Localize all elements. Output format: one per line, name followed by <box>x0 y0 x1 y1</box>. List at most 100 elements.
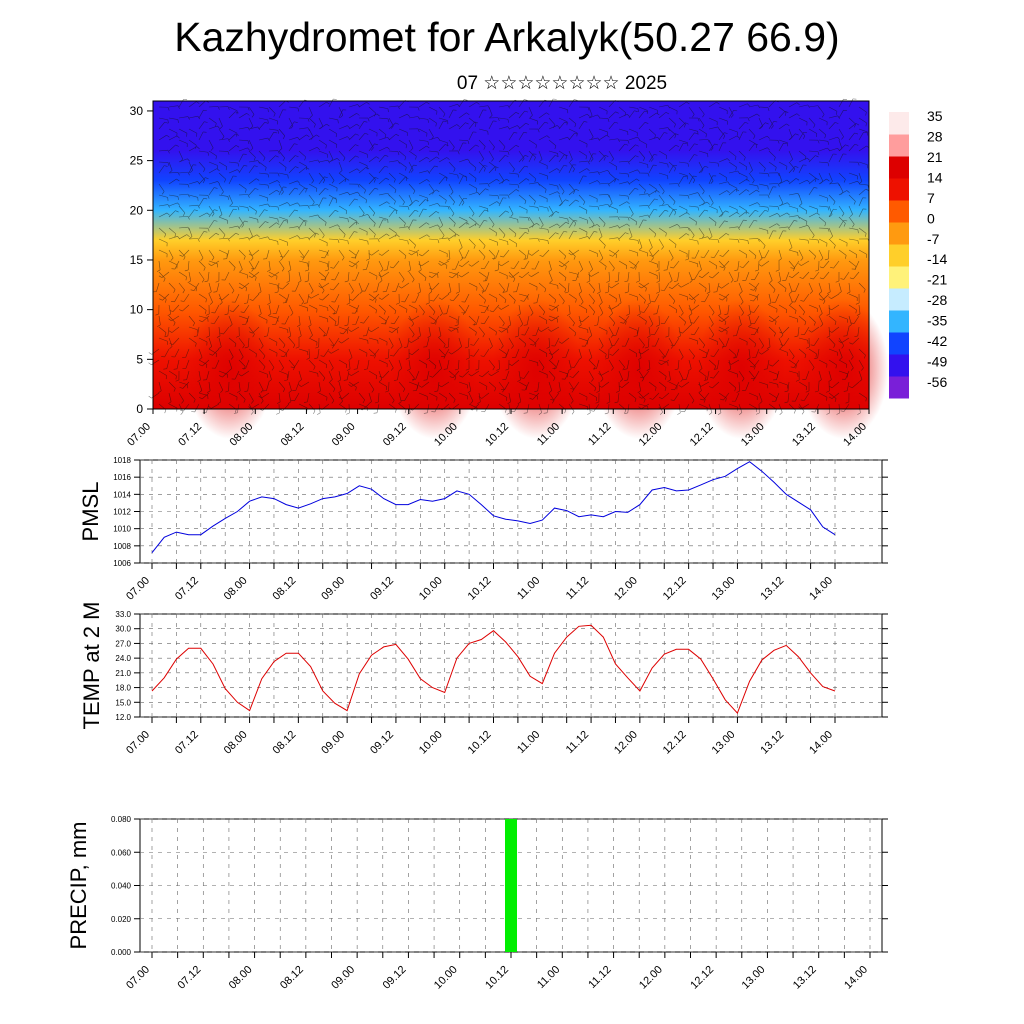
heatmap-y-tick-label: 30 <box>130 104 144 118</box>
colorbar-label: 21 <box>927 149 943 165</box>
pmsl-panel-x-tick-label: 09.12 <box>368 575 396 603</box>
temp-panel-x-tick-label: 13.12 <box>758 729 786 757</box>
colorbar-band <box>889 310 909 333</box>
temp-panel-y-tick-label: 18.0 <box>115 684 131 693</box>
precip-panel-x-tick-label: 14.00 <box>842 964 870 992</box>
precip-panel-x-tick-label: 07.00 <box>124 964 152 992</box>
colorbar-band <box>889 354 909 377</box>
heatmap-y-tick-label: 20 <box>130 203 144 217</box>
colorbar-band <box>889 178 909 201</box>
heatmap-x-tick-label: 09.00 <box>330 421 358 449</box>
colorbar-band <box>889 266 909 289</box>
colorbar-band <box>889 332 909 355</box>
precip-panel-y-tick-label: 0.020 <box>111 915 132 924</box>
temp-panel-x-tick-label: 11.00 <box>515 729 542 756</box>
precip-panel-x-tick-label: 11.12 <box>586 964 613 991</box>
precip-panel-x-tick-label: 11.00 <box>535 964 562 991</box>
colorbar-band <box>889 244 909 267</box>
heatmap-x-tick-label: 09.12 <box>381 421 409 449</box>
colorbar-band <box>889 222 909 245</box>
colorbar-label: -56 <box>927 374 947 390</box>
temp-panel-x-tick-label: 07.00 <box>124 729 152 757</box>
wind-barbs <box>148 98 870 416</box>
heatmap-x-tick-label: 10.12 <box>483 421 511 449</box>
pmsl-panel-y-tick-label: 1016 <box>113 473 131 482</box>
heatmap-x-tick-label: 11.12 <box>586 421 613 448</box>
pmsl-panel-y-tick-label: 1014 <box>113 490 131 499</box>
pmsl-panel-y-tick-label: 1010 <box>113 525 131 534</box>
precip-bar <box>505 819 517 952</box>
colorbar-label: -49 <box>927 354 947 370</box>
pmsl-panel-x-tick-label: 12.00 <box>612 575 640 603</box>
precip-panel-y-tick-label: 0.060 <box>111 848 132 857</box>
colorbar-label: 14 <box>927 169 943 185</box>
temp-panel-y-tick-label: 24.0 <box>115 654 131 663</box>
temp-panel-x-tick-label: 07.12 <box>173 729 201 757</box>
temp-panel-x-tick-label: 10.12 <box>466 729 494 757</box>
pmsl-panel-x-tick-label: 10.12 <box>466 575 494 603</box>
pmsl-panel-x-tick-label: 08.00 <box>222 575 250 603</box>
temp-panel-frame <box>139 613 883 718</box>
temp-panel-x-tick-label: 13.00 <box>710 729 738 757</box>
pmsl-panel: 1006 1008 1010 1012 1014 1016 1018 07.00 07.12 08… <box>78 456 888 603</box>
temp-panel-y-tick-label: 12.0 <box>115 713 131 722</box>
warm-patch <box>184 299 275 439</box>
colorbar-label: -35 <box>927 313 947 329</box>
pmsl-panel-x-tick-label: 13.12 <box>758 575 786 603</box>
pmsl-panel-y-tick-label: 1018 <box>113 456 131 465</box>
colorbar-label: -28 <box>927 292 947 308</box>
colorbar-band <box>889 200 909 223</box>
precip-panel-x-tick-label: 07.12 <box>175 964 203 992</box>
pmsl-panel-x-tick-label: 14.00 <box>807 575 835 603</box>
colorbar-band <box>889 288 909 311</box>
temp-panel-x-tick-label: 12.00 <box>612 729 640 757</box>
chart-title: Kazhydromet for Arkalyk(50.27 66.9) <box>174 14 840 60</box>
pmsl-panel-y-tick-label: 1008 <box>113 542 131 551</box>
pmsl-panel-x-tick-label: 08.12 <box>271 575 299 603</box>
precip-panel-x-tick-label: 12.00 <box>637 964 665 992</box>
heatmap-y-tick-label: 5 <box>136 352 143 366</box>
temp-panel-x-tick-label: 08.12 <box>271 729 299 757</box>
temp-panel-y-axis-label: TEMP at 2 M <box>79 602 104 730</box>
colorbar-band <box>889 134 909 157</box>
warm-patch <box>798 299 889 439</box>
colorbar-label: 0 <box>927 210 935 226</box>
colorbar-label: -21 <box>927 272 947 288</box>
colorbar-label: -42 <box>927 333 947 349</box>
heatmap-x-tick-label: 12.12 <box>688 421 716 449</box>
pmsl-panel-x-tick-label: 11.00 <box>515 575 542 602</box>
chart-subtitle: 07 ☆☆☆☆☆☆☆☆ 2025 <box>456 73 668 94</box>
warm-patch <box>696 299 787 439</box>
heatmap-x-tick-label: 08.12 <box>279 421 307 449</box>
pmsl-panel-x-tick-label: 11.12 <box>564 575 591 602</box>
temp-panel-x-tick-label: 09.00 <box>319 729 347 757</box>
precip-panel: 0.000 0.020 0.040 0.060 0.080 07.00 07.12 08.00… <box>66 815 888 992</box>
heatmap-y-tick-label: 10 <box>130 303 144 317</box>
colorbar-band <box>889 376 909 399</box>
precip-panel-x-tick-label: 10.12 <box>483 964 511 992</box>
heatmap-x-tick-label: 13.12 <box>790 421 818 449</box>
pmsl-panel-x-tick-label: 07.12 <box>173 575 201 603</box>
colorbar-label: 7 <box>927 190 935 206</box>
colorbar-label: 28 <box>927 128 943 144</box>
temp-panel-y-tick-label: 15.0 <box>115 698 131 707</box>
precip-panel-x-tick-label: 13.12 <box>791 964 819 992</box>
temp-panel-x-tick-label: 10.00 <box>417 729 445 757</box>
precip-panel-y-tick-label: 0.000 <box>111 948 132 957</box>
precip-panel-y-tick-label: 0.080 <box>111 815 132 824</box>
precip-panel-x-tick-label: 10.00 <box>432 964 460 992</box>
pmsl-panel-series-line <box>151 461 836 554</box>
pmsl-panel-y-tick-label: 1006 <box>113 559 131 568</box>
pmsl-panel-x-tick-label: 07.00 <box>124 575 152 603</box>
warm-patch <box>593 299 684 439</box>
precip-panel-x-tick-label: 13.00 <box>740 964 768 992</box>
colorbar-label: -7 <box>927 231 940 247</box>
colorbar-label: -14 <box>927 251 947 267</box>
temp-panel-y-tick-label: 30.0 <box>115 625 131 634</box>
precip-panel-x-tick-label: 09.00 <box>329 964 357 992</box>
temp-panel-x-tick-label: 12.12 <box>661 729 689 757</box>
temp-panel-y-tick-label: 27.0 <box>115 639 131 648</box>
precip-panel-y-axis-label: PRECIP, mm <box>66 822 91 950</box>
pmsl-panel-x-tick-label: 10.00 <box>417 575 445 603</box>
